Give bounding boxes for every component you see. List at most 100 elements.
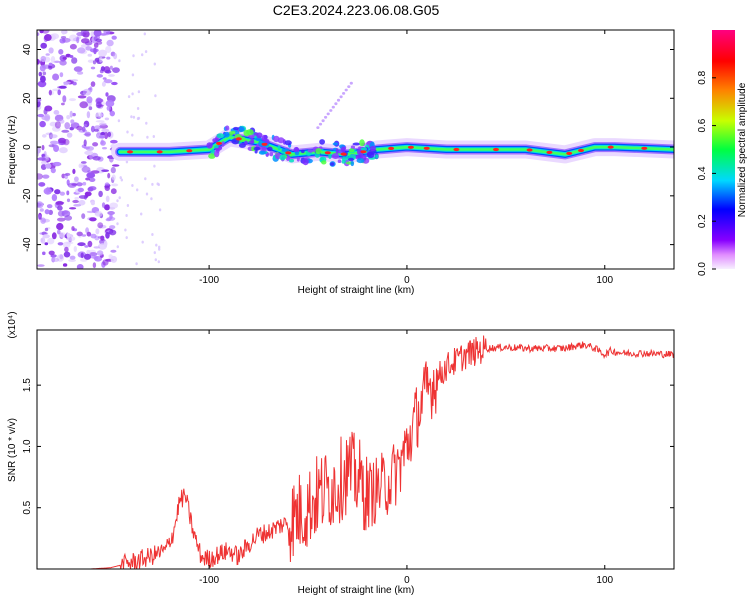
signal-peak (423, 146, 430, 150)
turbulence-blob (269, 152, 274, 157)
noise-blob (37, 58, 40, 65)
noise-speck (145, 121, 148, 125)
noise-blob (64, 246, 69, 253)
faint-trace (349, 81, 353, 85)
spectrogram-panel: -100 0 100 -40 -20 0 20 40 Height of straight l… (7, 29, 675, 296)
noise-blob (98, 49, 107, 57)
noise-blob (96, 41, 103, 45)
noise-blob (37, 32, 40, 36)
colorbar-label: Normalized spectral amplitude (737, 82, 748, 217)
snr-content (37, 335, 674, 569)
noise-speck (141, 240, 144, 244)
noise-blob (87, 187, 94, 192)
noise-speck (155, 243, 158, 247)
noise-blob (86, 111, 91, 119)
noise-blob (53, 144, 60, 152)
turbulence-blob (258, 150, 266, 155)
turbulence-blob (238, 126, 245, 132)
noise-speck (116, 245, 120, 249)
noise-speck (126, 204, 130, 207)
noise-blob (109, 110, 116, 117)
noise-blob (99, 56, 103, 63)
signal-peak (388, 146, 395, 150)
signal-peak (526, 148, 533, 152)
turbulence-blob (307, 149, 314, 153)
x-tick-label: 0 (404, 275, 410, 286)
signal-peak (186, 149, 193, 153)
turbulence-blob (223, 131, 230, 138)
noise-blob (59, 72, 64, 78)
turbulence-blob (337, 159, 342, 163)
noise-blob (40, 164, 47, 170)
faint-trace (336, 98, 341, 102)
noise-blob (61, 30, 66, 35)
turbulence-blob (315, 148, 322, 155)
noise-blob (38, 182, 46, 187)
noise-blob (107, 131, 112, 137)
turbulence-blob (321, 160, 327, 165)
noise-blob (100, 132, 105, 136)
noise-blob (57, 242, 64, 246)
noise-speck (125, 214, 128, 217)
noise-blob (69, 34, 78, 42)
noise-blob (107, 172, 111, 179)
noise-blob (93, 47, 97, 55)
noise-speck (150, 197, 153, 201)
noise-speck (116, 222, 119, 226)
noise-blob (42, 174, 50, 179)
faint-trace (329, 109, 333, 112)
noise-blob (37, 264, 45, 267)
noise-blob (37, 202, 42, 207)
x-tick-label: -100 (199, 575, 219, 586)
turbulence-blob (253, 132, 259, 136)
noise-blob (83, 139, 87, 147)
turbulence-blob (328, 153, 332, 159)
noise-blob (39, 120, 46, 128)
noise-speck (125, 236, 128, 240)
noise-blob (67, 182, 77, 188)
noise-blob (62, 95, 67, 103)
noise-blob (57, 89, 61, 96)
turbulence-blob (330, 162, 335, 166)
noise-blob (66, 115, 71, 120)
noise-blob (64, 215, 73, 221)
noise-blob (85, 177, 91, 181)
noise-blob (77, 95, 87, 99)
noise-speck (135, 262, 138, 266)
noise-speck (136, 107, 140, 110)
noise-blob (42, 71, 47, 76)
noise-blob (72, 112, 76, 117)
noise-blob (77, 187, 85, 193)
noise-blob (54, 189, 61, 195)
noise-speck (117, 119, 121, 123)
noise-blob (57, 205, 63, 211)
noise-blob (80, 161, 87, 164)
noise-blob (53, 60, 61, 63)
turbulence-blob (221, 141, 225, 147)
noise-speck (118, 196, 121, 200)
colorbar-tick-label: 0.2 (697, 214, 708, 228)
colorbar-tick-label: 0.0 (697, 262, 708, 276)
noise-blob (90, 66, 96, 70)
noise-speck (131, 73, 135, 77)
y-tick-label: 40 (22, 44, 33, 56)
noise-blob (37, 146, 41, 154)
noise-blob (42, 134, 47, 138)
noise-blob (40, 237, 46, 244)
noise-blob (45, 53, 50, 56)
turbulence-blob (261, 134, 268, 142)
noise-blob (109, 213, 113, 220)
noise-blob (42, 234, 50, 239)
noise-blob (77, 71, 84, 75)
noise-blob (63, 81, 69, 86)
noise-blob (108, 229, 117, 236)
noise-blob (111, 81, 118, 86)
faint-trace (344, 88, 348, 92)
noise-blob (88, 106, 93, 111)
noise-blob (80, 252, 84, 259)
noise-blob (95, 38, 102, 42)
noise-blob (55, 200, 64, 206)
noise-blob (95, 101, 102, 109)
noise-blob (108, 254, 113, 259)
snr-line (37, 335, 674, 569)
